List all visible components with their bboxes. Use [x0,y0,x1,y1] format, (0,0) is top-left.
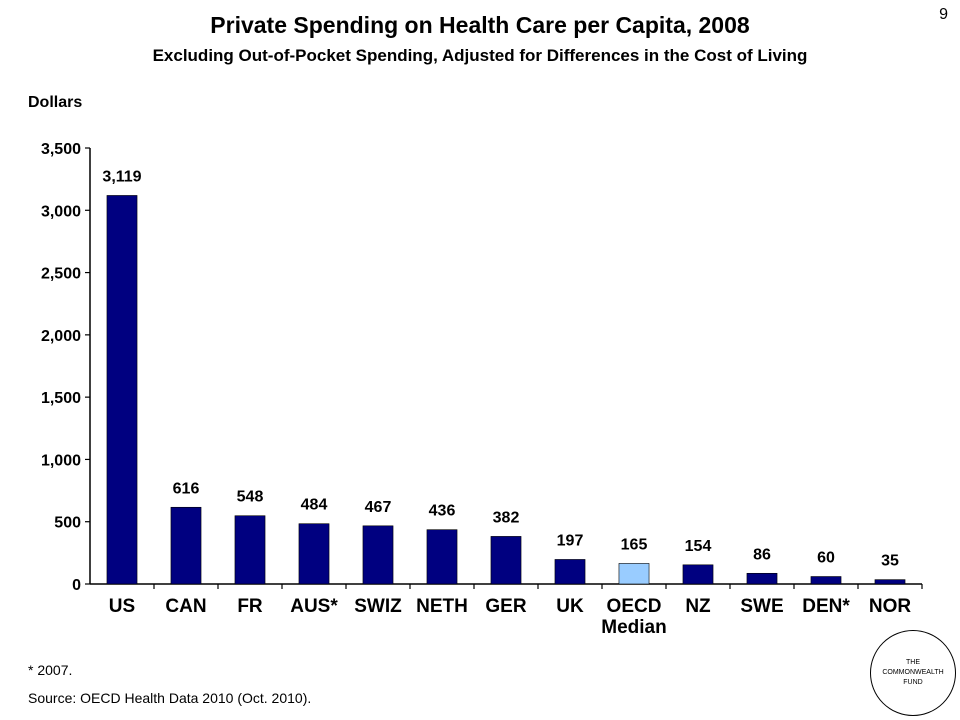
footnote: * 2007. [28,662,73,678]
category-label: NZ [685,596,711,617]
category-label: OECD Median [601,596,666,638]
data-label: 197 [557,532,584,549]
y-tick-label: 1,500 [41,390,81,407]
category-label: AUS* [290,596,338,617]
page-number: 9 [939,6,948,23]
data-label: 154 [685,538,712,555]
category-label: SWIZ [354,596,402,617]
bar [682,564,714,585]
logo-line-1: THE [906,659,920,666]
commonwealth-fund-logo: THE COMMONWEALTH FUND [870,630,956,716]
bar [362,525,394,585]
y-tick-label: 1,000 [41,452,81,469]
bar-chart: 0 500 1,000 1,500 2,000 2,500 3,000 3,500 3,119 U… [41,141,923,638]
data-label: 165 [621,536,648,553]
y-tick-label: 3,000 [41,203,81,220]
category-label: US [109,596,135,617]
bar [554,559,586,585]
y-tick-label: 500 [54,515,81,532]
data-label: 467 [365,499,392,516]
chart-title: Private Spending on Health Care per Capi… [210,12,750,38]
data-label: 382 [493,509,520,526]
category-label: CAN [165,596,206,617]
source-note: Source: OECD Health Data 2010 (Oct. 2010… [28,690,312,706]
data-label: 3,119 [102,168,141,185]
bar [170,506,202,585]
bar [810,576,842,585]
y-tick-label: 2,500 [41,266,81,283]
bar [618,563,650,585]
data-label: 35 [881,553,899,570]
bar [234,515,266,585]
data-label: 86 [753,546,771,563]
category-label: DEN* [802,596,850,617]
y-tick-label: 3,500 [41,141,81,158]
bar [874,579,906,585]
category-label: FR [237,596,263,617]
bar [490,536,522,585]
y-tick-label: 0 [72,577,81,594]
data-label: 60 [817,550,835,567]
y-axis-label: Dollars [28,94,83,111]
category-label: UK [556,596,584,617]
y-tick-label: 2,000 [41,328,81,345]
data-label: 484 [301,497,328,514]
chart-subtitle: Excluding Out-of-Pocket Spending, Adjust… [152,46,808,65]
category-label: SWE [740,596,783,617]
category-label: NOR [869,596,912,617]
data-label: 616 [173,480,200,497]
logo-line-3: FUND [903,679,923,686]
logo-line-2: COMMONWEALTH [882,669,944,676]
data-label: 436 [429,503,456,520]
bar [746,572,778,585]
category-label: GER [485,596,526,617]
bar [426,529,458,585]
bar [106,195,138,585]
bar [298,523,330,585]
data-label: 548 [237,489,264,506]
category-label: NETH [416,596,468,617]
